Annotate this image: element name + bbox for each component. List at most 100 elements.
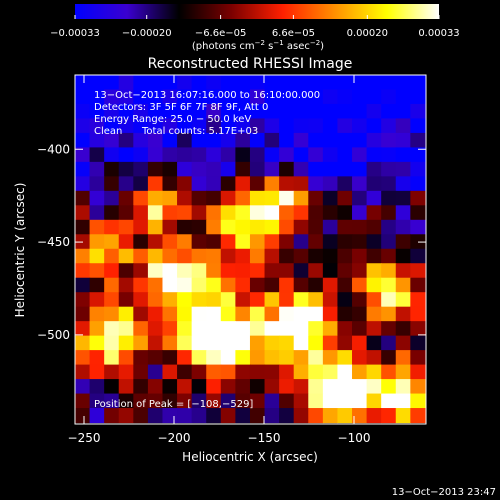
heatmap-cell	[133, 335, 149, 351]
heatmap-cell	[337, 335, 353, 351]
heatmap-cell	[162, 147, 178, 163]
heatmap-cell	[352, 277, 368, 293]
heatmap-cell	[162, 190, 178, 206]
heatmap-cell	[337, 292, 353, 308]
colorbar-tick-label: −0.00033	[50, 28, 100, 39]
heatmap-cell	[118, 408, 134, 424]
heatmap-cell	[322, 147, 339, 163]
heatmap-cell	[279, 132, 295, 148]
heatmap-cell	[206, 408, 222, 424]
heatmap-cell	[279, 364, 295, 380]
heatmap-cell	[366, 118, 382, 134]
heatmap-cell	[191, 321, 207, 337]
heatmap-cell	[352, 89, 368, 105]
heatmap-cell	[235, 277, 251, 293]
heatmap-cell	[249, 219, 266, 235]
heatmap-cell	[279, 321, 295, 337]
heatmap-cell	[177, 118, 193, 134]
heatmap-cell	[249, 161, 266, 177]
heatmap-cell	[308, 75, 324, 91]
heatmap-cell	[410, 176, 426, 192]
heatmap-cell	[235, 176, 251, 192]
heatmap-cell	[381, 335, 397, 351]
heatmap-cell	[104, 132, 120, 148]
heatmap-cell	[279, 263, 295, 279]
heatmap-cell	[206, 176, 222, 192]
heatmap-cell	[381, 132, 397, 148]
heatmap-cell	[220, 379, 236, 395]
heatmap-cell	[147, 292, 164, 308]
heatmap-cell	[75, 321, 91, 337]
heatmap-cell	[206, 103, 222, 120]
heatmap-cell	[177, 147, 193, 163]
heatmap-cell	[381, 306, 397, 322]
heatmap-cell	[191, 132, 207, 148]
heatmap-cell	[75, 335, 91, 351]
heatmap-cell	[104, 292, 120, 308]
heatmap-cell	[279, 234, 295, 250]
heatmap-cell	[147, 393, 164, 409]
heatmap-cell	[162, 306, 178, 322]
heatmap-cell	[206, 205, 222, 221]
heatmap-cell	[206, 219, 222, 235]
heatmap-cell	[235, 205, 251, 221]
heatmap-cell	[118, 161, 134, 177]
heatmap-cell	[206, 248, 222, 264]
heatmap-cell	[89, 234, 105, 250]
heatmap-cell	[366, 190, 382, 206]
heatmap-cell	[235, 132, 251, 148]
heatmap-cell	[352, 234, 368, 250]
heatmap-cell	[104, 335, 120, 351]
heatmap-cell	[264, 89, 280, 105]
heatmap-cell	[235, 234, 251, 250]
heatmap-cell	[308, 350, 324, 366]
heatmap-cell	[249, 263, 266, 279]
heatmap-cell	[75, 219, 91, 235]
heatmap-cell	[352, 292, 368, 308]
heatmap-cell	[352, 190, 368, 206]
heatmap-cell	[75, 75, 91, 91]
heatmap-cell	[381, 147, 397, 163]
heatmap-cell	[293, 75, 309, 91]
heatmap-cell	[118, 234, 134, 250]
heatmap-cell	[410, 306, 426, 322]
heatmap-cell	[381, 248, 397, 264]
heatmap-cell	[147, 335, 164, 351]
footer-timestamp: 13−Oct−2013 23:47	[391, 487, 496, 498]
heatmap-cell	[75, 147, 91, 163]
heatmap-cell	[162, 408, 178, 424]
heatmap-cell	[220, 263, 236, 279]
heatmap-cell	[177, 292, 193, 308]
heatmap-cell	[279, 75, 295, 91]
heatmap-cell	[366, 161, 382, 177]
heatmap-cell	[264, 132, 280, 148]
heatmap-cell	[75, 103, 91, 120]
heatmap-cell	[337, 219, 353, 235]
heatmap-cell	[279, 292, 295, 308]
heatmap-cell	[89, 161, 105, 177]
heatmap-cell	[308, 161, 324, 177]
heatmap-cell	[337, 205, 353, 221]
heatmap-cell	[177, 364, 193, 380]
heatmap-cell	[352, 147, 368, 163]
heatmap-cell	[191, 219, 207, 235]
heatmap-cell	[249, 364, 266, 380]
heatmap-cell	[410, 393, 426, 409]
heatmap-cell	[75, 277, 91, 293]
heatmap-cell	[191, 118, 207, 134]
heatmap-cell	[147, 75, 164, 91]
heatmap-cell	[235, 103, 251, 120]
heatmap-cell	[322, 292, 339, 308]
heatmap-cell	[322, 190, 339, 206]
heatmap-cell	[279, 190, 295, 206]
heatmap-cell	[293, 205, 309, 221]
heatmap-cell	[322, 393, 339, 409]
heatmap-cell	[366, 176, 382, 192]
heatmap-cell	[410, 321, 426, 337]
heatmap-cell	[191, 393, 207, 409]
heatmap-cell	[322, 248, 339, 264]
heatmap-cell	[104, 176, 120, 192]
heatmap-cell	[191, 408, 207, 424]
heatmap-cell	[147, 306, 164, 322]
heatmap-cell	[133, 364, 149, 380]
